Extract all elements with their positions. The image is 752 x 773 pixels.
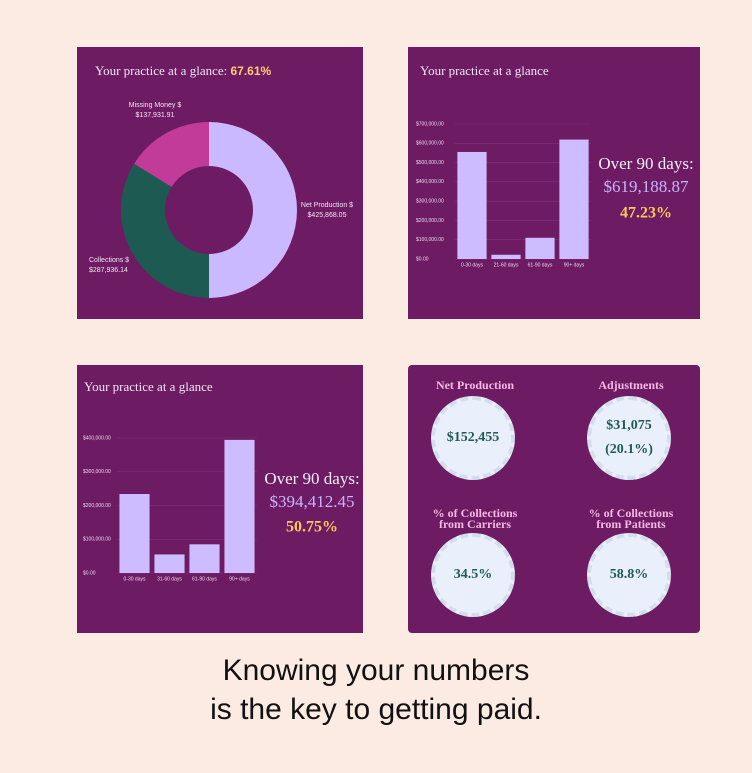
callout-amount: $619,188.87: [604, 177, 690, 196]
kpi-badge: 58.8%: [587, 533, 671, 617]
y-tick-label: $300,000.00: [83, 469, 111, 475]
slice-label: Net Production $: [301, 202, 353, 209]
y-tick-label: $0.00: [83, 570, 96, 576]
kpi-label: % of Collections from Carriers: [432, 506, 518, 531]
y-tick-label: $200,000.00: [83, 503, 111, 509]
bar-panel: Your practice at a glance $0.00 $100,000.…: [408, 47, 700, 319]
donut-panel: Your practice at a glance: 67.61% Net Pr…: [77, 47, 363, 319]
x-tick-label: 31-60 days: [157, 576, 182, 582]
kpi-percent: (20.1%): [605, 442, 653, 457]
donut-slice: [209, 122, 297, 298]
chart-title: Your practice at a glance: [420, 63, 549, 78]
y-tick-label: $700,000.00: [416, 121, 444, 127]
chart-title: Your practice at a glance: 67.61%: [95, 63, 272, 78]
bar: [525, 237, 555, 259]
y-tick-label: $600,000.00: [416, 141, 444, 147]
kpi-value: 34.5%: [453, 567, 493, 582]
slice-value: $137,931.91: [136, 112, 175, 119]
y-tick-label: $500,000.00: [416, 160, 444, 166]
x-tick-label: 21-60 days: [494, 262, 519, 268]
kpi-label: Net Production: [435, 378, 515, 392]
kpi-badge: $31,075 (20.1%): [587, 396, 671, 480]
callout-percent: 50.75%: [286, 519, 338, 536]
callout-label: Over 90 days:: [598, 154, 693, 173]
x-tick-label: 61-90 days: [528, 262, 553, 268]
kpi-label: Adjustments: [598, 378, 664, 392]
x-tick-label: 61-90 days: [192, 576, 217, 582]
title-highlight: 67.61%: [230, 64, 271, 78]
bar: [189, 544, 220, 573]
caption-line: Knowing your numbers: [222, 654, 530, 687]
kpi-label: % of Collections from Patients: [588, 506, 674, 531]
kpi-badge: $152,455: [431, 396, 515, 480]
donut-slice: [134, 122, 209, 187]
y-tick-label: $100,000.00: [83, 537, 111, 543]
x-tick-label: 0-30 days: [124, 576, 146, 582]
y-tick-label: $400,000.00: [83, 435, 111, 441]
kpi-value: $152,455: [446, 430, 500, 445]
y-tick-label: $100,000.00: [416, 237, 444, 243]
y-tick-label: $300,000.00: [416, 198, 444, 204]
y-tick-label: $400,000.00: [416, 179, 444, 185]
bar: [154, 554, 185, 573]
kpi-value: 58.8%: [609, 567, 649, 582]
y-tick-label: $0.00: [416, 256, 429, 262]
kpi-badge: 34.5%: [431, 533, 515, 617]
x-tick-label: 90+ days: [229, 576, 250, 582]
bar: [119, 494, 150, 573]
slice-label: Collections $: [89, 257, 129, 264]
title-text: Your practice at a glance:: [95, 63, 227, 78]
caption-line: is the key to getting paid.: [210, 693, 542, 726]
callout-label: Over 90 days:: [264, 469, 359, 488]
chart-title: Your practice at a glance: [84, 379, 213, 394]
x-tick-label: 0-30 days: [461, 262, 483, 268]
bar-panel: Your practice at a glance $0.00 $100,000.…: [77, 365, 363, 633]
kpi-panel: Net Production $152,455 Adjustments $31,…: [408, 365, 700, 633]
x-tick-label: 90+ days: [564, 262, 585, 268]
slice-value: $425,868.05: [308, 212, 347, 219]
slice-label: Missing Money $: [129, 102, 182, 109]
donut-slice: [120, 163, 209, 298]
y-tick-label: $200,000.00: [416, 218, 444, 224]
slice-value: $287,936.14: [89, 267, 128, 274]
kpi-value: $31,075: [606, 418, 652, 433]
callout-amount: $394,412.45: [270, 492, 355, 511]
bar: [457, 151, 487, 259]
bar: [491, 254, 521, 259]
bar: [559, 139, 589, 259]
callout-percent: 47.23%: [620, 205, 672, 222]
bar: [224, 439, 255, 573]
